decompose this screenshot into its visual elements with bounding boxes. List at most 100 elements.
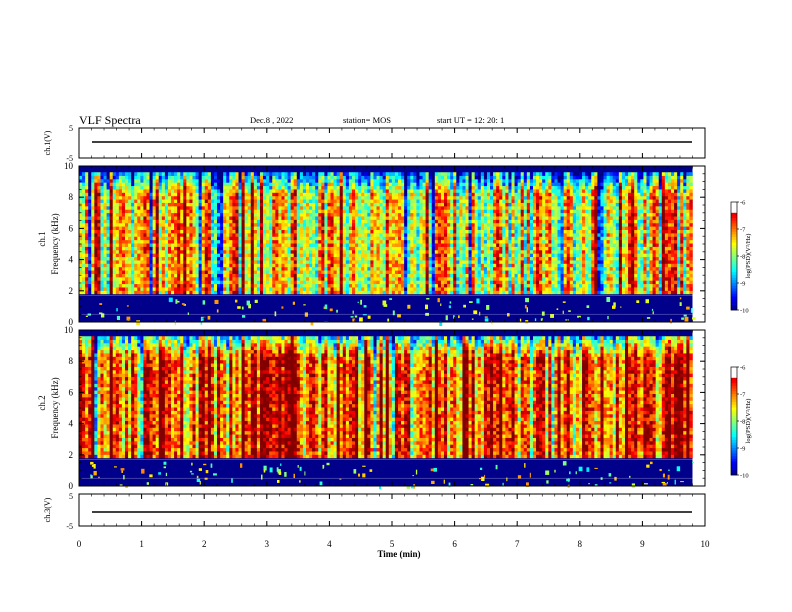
spectrogram-cell — [447, 283, 451, 288]
spectrogram-cell — [309, 280, 313, 285]
spectrogram-cell — [115, 179, 120, 183]
spectrogram-cell — [483, 283, 488, 288]
spectrogram-cell — [247, 179, 252, 183]
spectrogram-cell — [437, 195, 442, 200]
spectrogram-cell — [195, 172, 199, 176]
spectrogram-cell — [321, 172, 325, 176]
spectrogram-cell — [137, 216, 141, 220]
spectrogram-cell — [226, 202, 230, 207]
spectrogram-cell — [149, 202, 153, 207]
spectrogram-cell — [149, 185, 153, 190]
spectrogram-cell — [152, 236, 156, 241]
spectrogram-cell — [376, 182, 380, 187]
spectrogram-cell — [198, 209, 202, 214]
spectrogram-cell — [149, 280, 153, 285]
spectrogram-cell — [290, 280, 295, 285]
spectrogram-cell — [394, 185, 399, 190]
spectrogram-cell — [177, 175, 181, 180]
spectrogram-cell — [352, 172, 356, 176]
spectrogram-cell — [143, 229, 147, 234]
spectrogram-cell — [382, 182, 387, 187]
spectrogram-cell — [131, 202, 135, 207]
spectrogram-cell — [229, 209, 233, 214]
spectrogram-cell — [256, 206, 261, 210]
spectrogram-cell — [428, 189, 433, 193]
spectrogram-cell — [146, 229, 150, 234]
spectrogram-cell — [499, 195, 503, 200]
spectrogram-cell — [348, 199, 353, 203]
spectrogram-cell — [115, 192, 120, 197]
spectrogram-cell — [327, 182, 331, 187]
spectrogram-cell — [419, 283, 423, 288]
spectrogram-cell — [284, 219, 288, 224]
spectrogram-cell — [302, 253, 307, 258]
spectrogram-cell — [79, 192, 83, 197]
spectrogram-cell — [364, 219, 368, 224]
spectrogram-cell — [422, 239, 426, 244]
spectrogram-cell — [413, 233, 417, 237]
spectrogram-cell — [180, 233, 184, 237]
spectrogram-cell — [180, 290, 184, 295]
spectrogram-cell — [94, 179, 98, 183]
spectrogram-cell — [238, 233, 242, 237]
spectrogram-cell — [407, 260, 411, 264]
spectrogram-cell — [171, 209, 175, 214]
spectrogram-cell — [189, 253, 193, 258]
spectrogram-cell — [91, 283, 95, 288]
spectrogram-cell — [186, 182, 190, 187]
spectrogram-cell — [490, 219, 494, 224]
spectrogram-cell — [85, 195, 89, 200]
spectrogram-cell — [302, 283, 307, 288]
spectrogram-cell — [416, 209, 420, 214]
spectrogram-cell — [269, 243, 273, 247]
spectrogram-cell — [437, 249, 442, 254]
spectrogram-cell — [259, 185, 264, 190]
spectrogram-cell — [109, 283, 114, 288]
spectrogram-cell — [250, 243, 255, 247]
spectrogram-cell — [440, 236, 445, 241]
spectrogram-cell — [444, 287, 448, 291]
spectrogram-cell — [82, 280, 86, 285]
spectrogram-cell — [456, 195, 460, 200]
spectrogram-cell — [109, 273, 114, 278]
spectrogram-cell — [112, 246, 117, 251]
spectrogram-cell — [419, 249, 423, 254]
spectrogram-cell — [327, 209, 331, 214]
spectrogram-cell — [318, 206, 322, 210]
spectrogram-cell — [250, 266, 255, 271]
spectrogram-cell — [299, 239, 304, 244]
spectrogram-cell — [453, 266, 457, 271]
spectrogram-cell — [217, 172, 221, 176]
spectrogram-cell — [367, 222, 371, 227]
spectrogram-cell — [256, 185, 261, 190]
spectrogram-cell — [201, 263, 206, 268]
spectrogram-cell — [367, 182, 371, 187]
spectrogram-cell — [486, 236, 491, 241]
spectrogram-cell — [195, 182, 199, 187]
spectrogram-cell — [284, 206, 288, 210]
spectrogram-cell — [204, 260, 209, 264]
spectrogram-cell — [413, 260, 417, 264]
spectrogram-cell — [207, 212, 212, 217]
spectrogram-cell — [171, 202, 175, 207]
spectrogram-cell — [97, 260, 101, 264]
spectrogram-cell — [293, 246, 298, 251]
spectrogram-cell — [152, 256, 156, 261]
spectrogram-cell — [125, 175, 129, 180]
spectrogram-cell — [456, 229, 460, 234]
spectrogram-cell — [333, 236, 337, 241]
spectrogram-cell — [140, 219, 144, 224]
spectrogram-cell — [352, 236, 356, 241]
spectrogram-cell — [79, 290, 83, 295]
spectrogram-cell — [94, 263, 98, 268]
spectrogram-cell — [370, 280, 374, 285]
spectrogram-cell — [480, 249, 485, 254]
spectrogram-cell — [330, 236, 334, 241]
spectrogram-cell — [281, 260, 285, 264]
spectrogram-cell — [388, 179, 393, 183]
spectrogram-cell — [232, 287, 236, 291]
spectrogram-cell — [336, 212, 341, 217]
spectrogram-cell — [229, 236, 233, 241]
spectrogram-cell — [281, 189, 285, 193]
spectrogram-cell — [355, 195, 359, 200]
